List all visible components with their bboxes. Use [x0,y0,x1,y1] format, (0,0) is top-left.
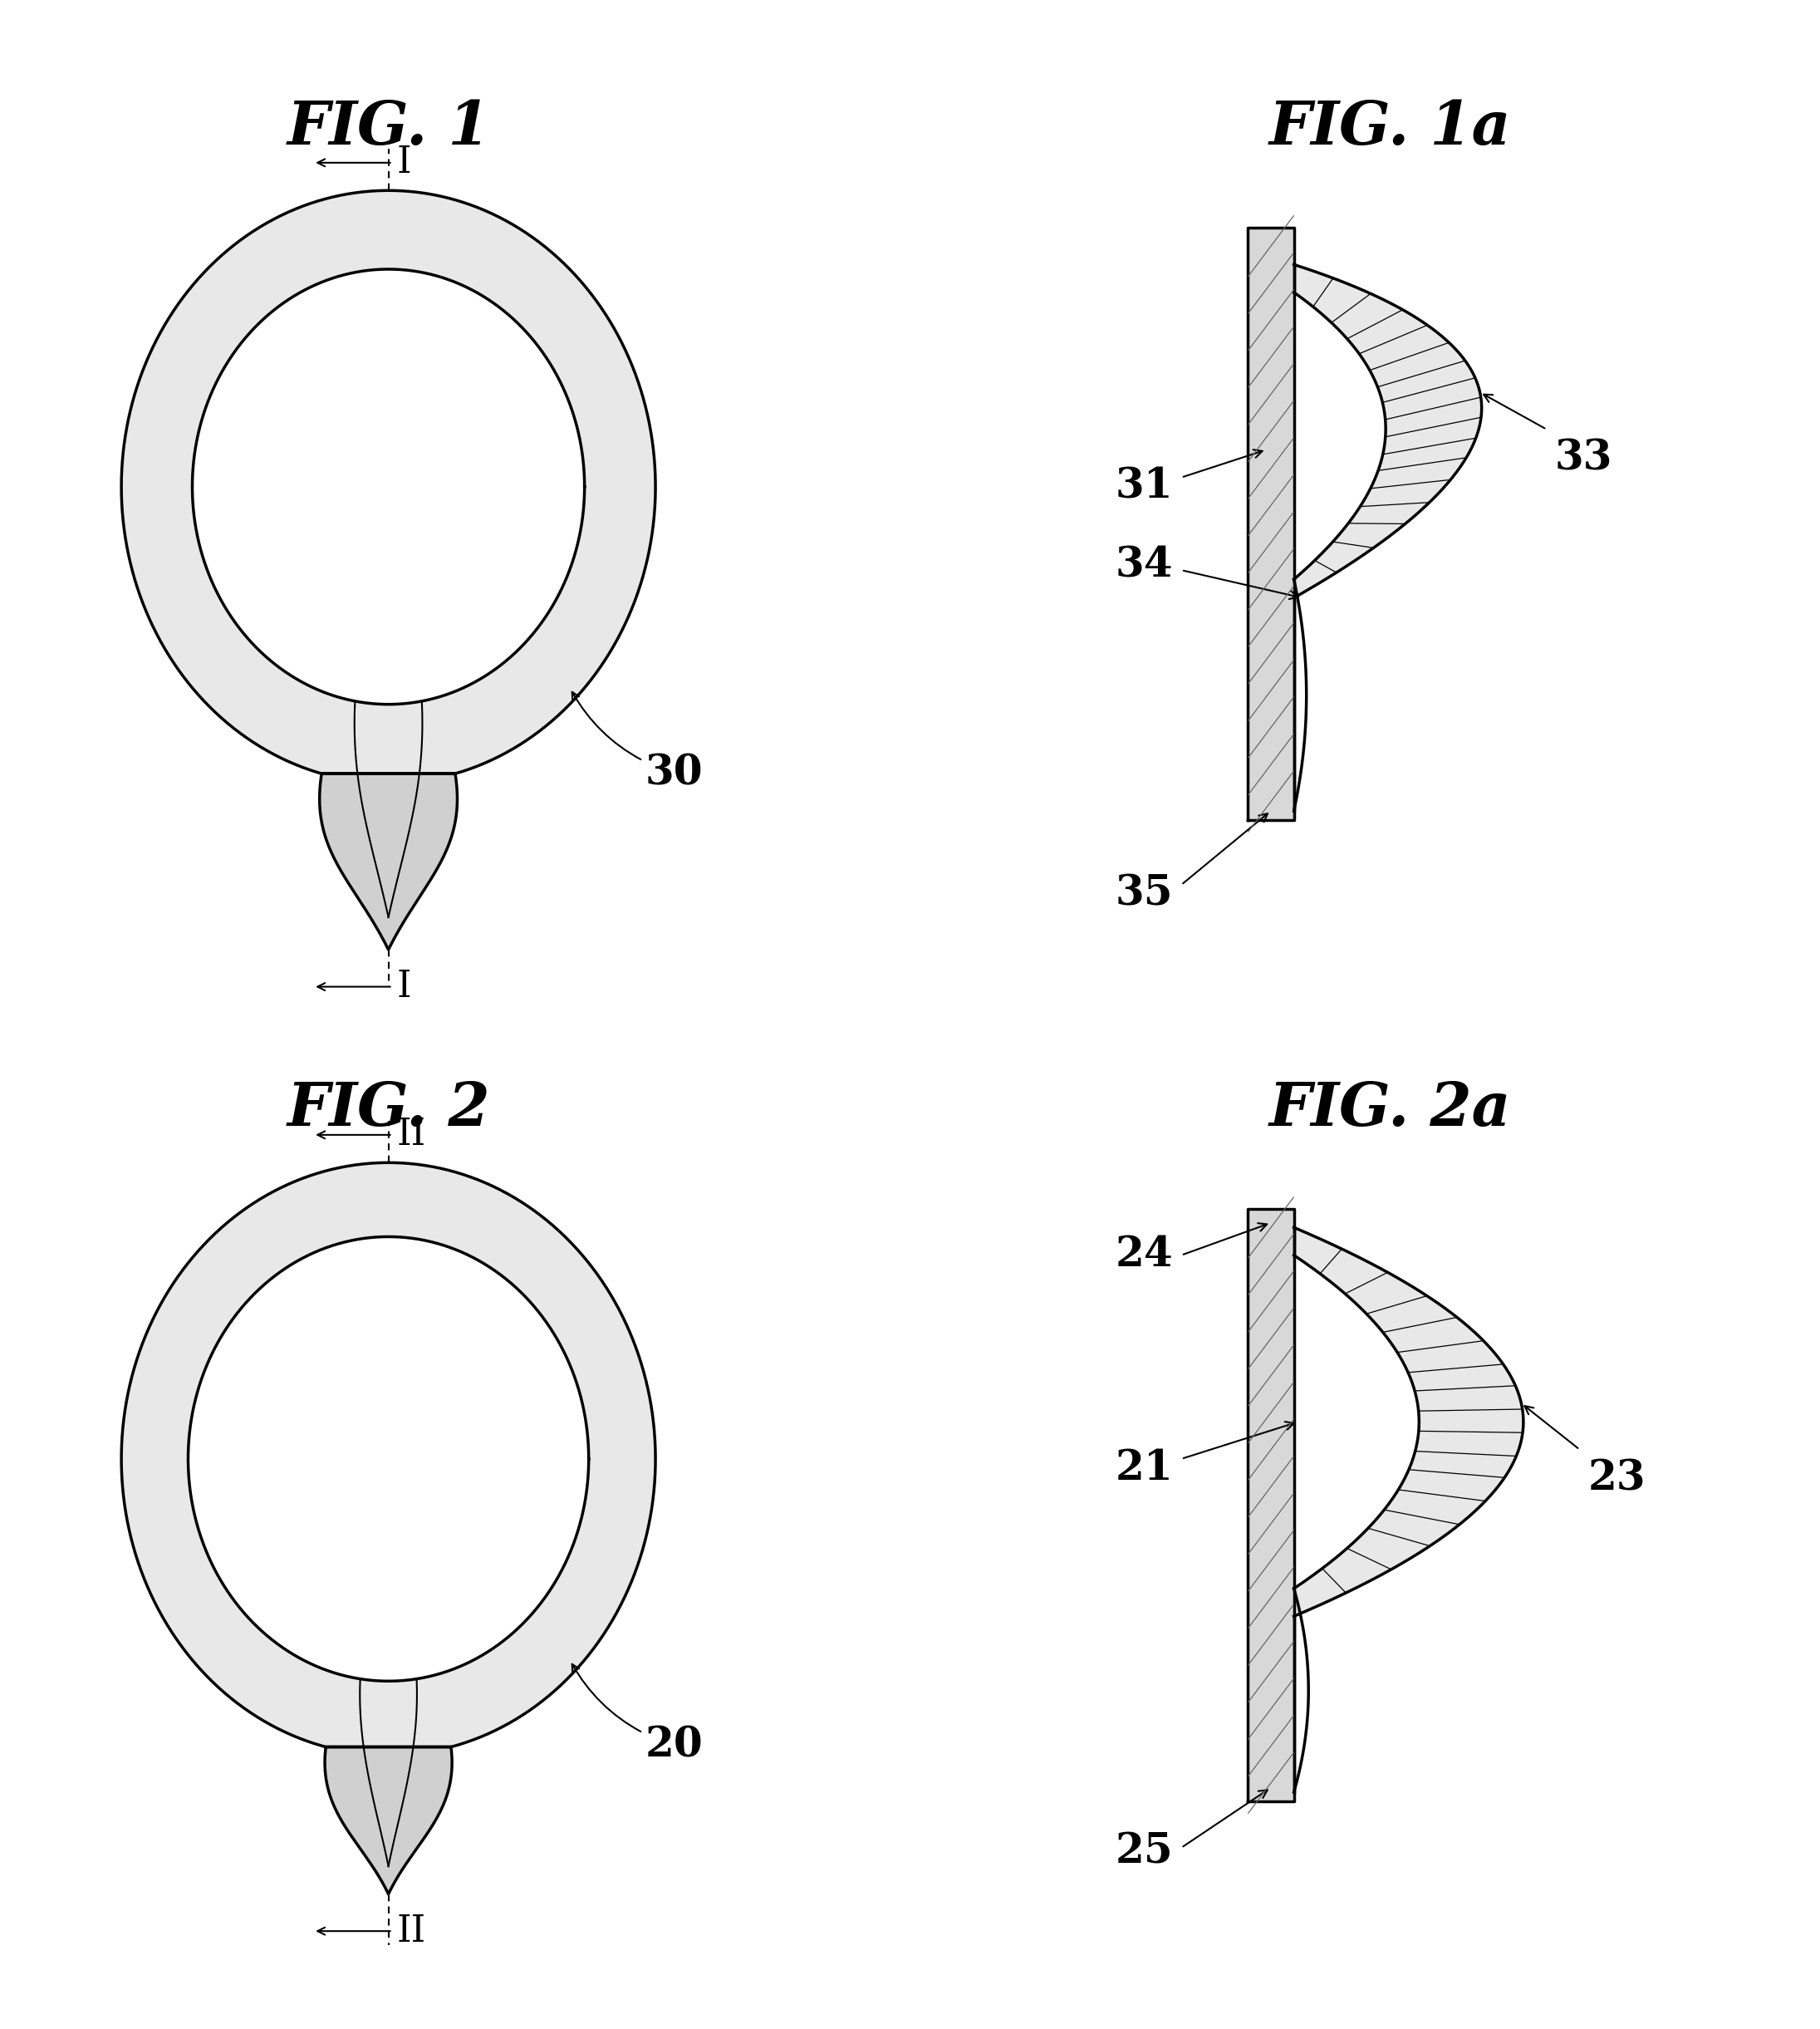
Text: 31: 31 [1116,467,1172,507]
Polygon shape [1249,227,1294,820]
Polygon shape [1249,1209,1294,1802]
Polygon shape [193,270,584,704]
Text: 20: 20 [571,1664,703,1765]
Text: I: I [397,144,411,181]
Text: FIG. 1a: FIG. 1a [1269,97,1511,156]
Text: I: I [397,968,411,1004]
Text: II: II [397,1116,426,1152]
Polygon shape [324,1747,451,1893]
Text: 35: 35 [1116,874,1172,915]
Text: 21: 21 [1116,1449,1172,1489]
Polygon shape [1294,1228,1523,1617]
Polygon shape [122,191,655,783]
Text: 34: 34 [1116,546,1172,586]
Polygon shape [1294,264,1481,599]
Text: 30: 30 [571,692,703,793]
Text: FIG. 1: FIG. 1 [288,97,490,156]
Text: 24: 24 [1116,1236,1172,1276]
Text: FIG. 2: FIG. 2 [288,1079,490,1138]
Polygon shape [320,773,457,950]
Text: 33: 33 [1554,438,1613,479]
Polygon shape [187,1238,588,1682]
Text: 23: 23 [1589,1459,1645,1499]
Text: FIG. 2a: FIG. 2a [1269,1079,1511,1138]
Polygon shape [122,1163,655,1755]
Text: 25: 25 [1116,1832,1172,1873]
Text: II: II [397,1913,426,1950]
